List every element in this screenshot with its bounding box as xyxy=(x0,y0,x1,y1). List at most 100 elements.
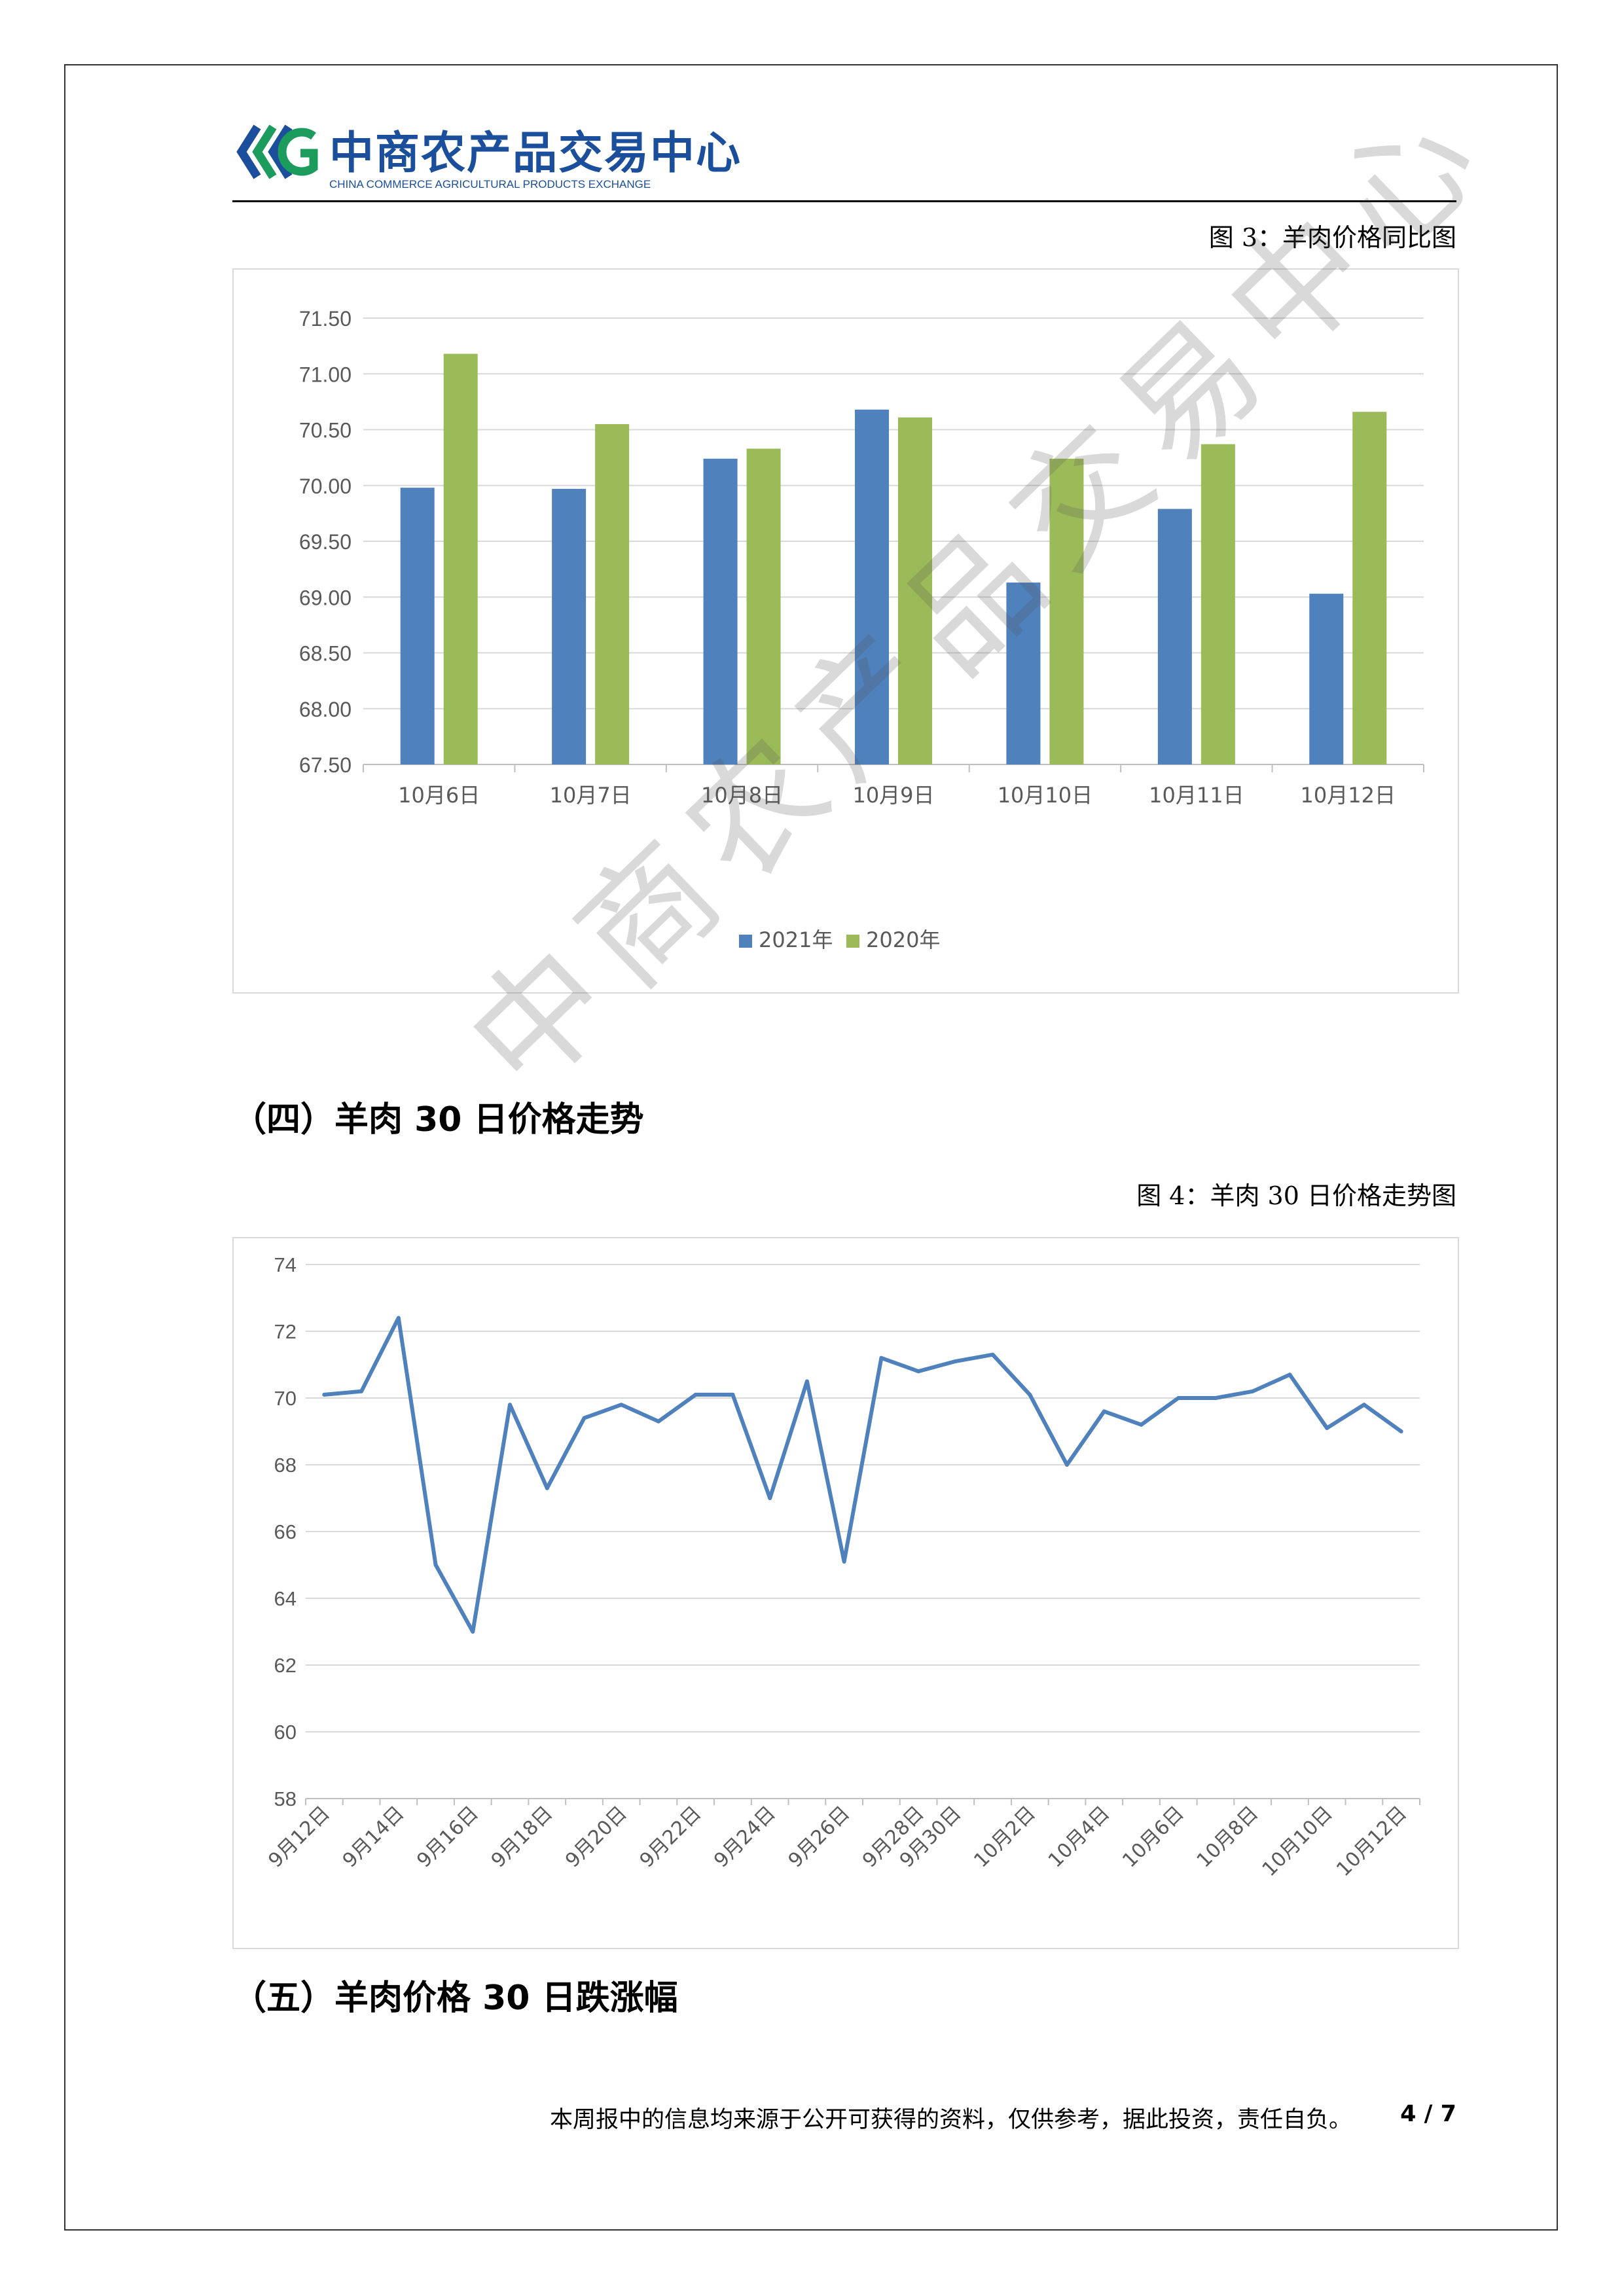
bar-2021年 xyxy=(703,458,738,764)
y-tick-label: 66 xyxy=(274,1520,297,1543)
data-point xyxy=(322,1392,327,1397)
data-point xyxy=(1102,1409,1106,1414)
x-tick-label: 9月18日 xyxy=(487,1802,558,1873)
section5-title: （五）羊肉价格 30 日跌涨幅 xyxy=(232,1979,678,2018)
y-tick-label: 68.00 xyxy=(299,698,352,721)
line-chart: 58 60 62 64 66 68 70 72 74 9月12日 9月14日 9月16日 9月18日 9月… xyxy=(232,1237,1459,1949)
logo-icon xyxy=(236,124,318,179)
legend-label: 2021年 xyxy=(759,927,833,952)
data-point xyxy=(768,1496,772,1500)
logo-text-en: CHINA COMMERCE AGRICULTURAL PRODUCTS EXC… xyxy=(329,178,651,190)
data-point xyxy=(731,1392,735,1397)
bar-2020年 xyxy=(1049,458,1084,764)
bar-2021年 xyxy=(552,488,586,764)
footer-disclaimer: 本周报中的信息均来源于公开可获得的资料，仅供参考，据此投资，责任自负。 xyxy=(549,2107,1352,2133)
data-point xyxy=(359,1389,364,1393)
x-tick-label: 10月2日 xyxy=(969,1802,1040,1873)
y-tick-label: 69.50 xyxy=(299,530,352,554)
bar-2020年 xyxy=(898,417,932,764)
x-tick-label: 9月12日 xyxy=(264,1802,334,1873)
bar-2020年 xyxy=(595,423,630,764)
x-tick-label: 10月10日 xyxy=(1258,1802,1337,1881)
legend-swatch xyxy=(739,935,752,948)
data-point xyxy=(1176,1396,1181,1400)
data-point xyxy=(879,1355,884,1360)
header-rule xyxy=(232,200,1456,202)
x-tick-label: 9月22日 xyxy=(636,1802,706,1873)
data-point xyxy=(656,1419,660,1424)
x-tick-label: 10月12日 xyxy=(1332,1802,1411,1881)
data-point xyxy=(1028,1392,1032,1397)
figure4-caption: 图 4：羊肉 30 日价格走势图 xyxy=(1136,1181,1456,1210)
bar-2021年 xyxy=(1309,594,1344,764)
legend-label: 2020年 xyxy=(866,927,940,952)
x-tick-label: 10月9日 xyxy=(852,783,934,808)
y-tick-label: 70.50 xyxy=(299,419,352,442)
data-point xyxy=(693,1392,698,1397)
x-tick-label: 10月6日 xyxy=(398,783,480,808)
y-tick-label: 70 xyxy=(274,1387,297,1410)
y-tick-label: 68 xyxy=(274,1454,297,1477)
y-tick-label: 64 xyxy=(274,1587,297,1610)
x-tick-label: 9月26日 xyxy=(784,1802,855,1873)
data-point xyxy=(396,1316,401,1320)
y-tick-label: 71.00 xyxy=(299,363,352,386)
x-tick-label: 10月8日 xyxy=(1193,1802,1263,1873)
y-tick-label: 74 xyxy=(274,1253,297,1276)
legend-swatch xyxy=(846,935,859,948)
x-tick-label: 9月16日 xyxy=(412,1802,483,1873)
data-point xyxy=(842,1559,846,1564)
x-tick-label: 10月6日 xyxy=(1118,1802,1189,1873)
logo-text-cn: 中商农产品交易中心 xyxy=(329,128,742,179)
y-tick-label: 67.50 xyxy=(299,753,352,777)
y-tick-label: 71.50 xyxy=(299,307,352,331)
bar-2020年 xyxy=(1352,412,1387,764)
data-point xyxy=(1399,1429,1403,1433)
y-tick-label: 58 xyxy=(274,1787,297,1810)
data-point xyxy=(471,1630,475,1634)
data-point xyxy=(1288,1372,1292,1377)
data-point xyxy=(545,1486,549,1490)
data-point xyxy=(1325,1426,1329,1430)
y-tick-label: 69.00 xyxy=(299,586,352,609)
x-tick-label: 9月20日 xyxy=(561,1802,632,1873)
bar-2021年 xyxy=(400,488,435,764)
bar-2020年 xyxy=(1200,444,1235,764)
page-number: 4 / 7 xyxy=(1400,2101,1456,2127)
x-tick-label: 10月10日 xyxy=(998,783,1092,808)
x-tick-label: 10月11日 xyxy=(1149,783,1244,808)
y-tick-label: 60 xyxy=(274,1721,297,1744)
data-point xyxy=(582,1416,586,1420)
x-tick-label: 9月14日 xyxy=(338,1802,409,1873)
data-point xyxy=(916,1369,921,1374)
logo: 中商农产品交易中心 CHINA COMMERCE AGRICULTURAL PR… xyxy=(232,113,740,198)
data-point xyxy=(1065,1463,1070,1467)
x-tick-label: 9月24日 xyxy=(710,1802,780,1873)
y-tick-label: 72 xyxy=(274,1320,297,1343)
figure3-caption: 图 3：羊肉价格同比图 xyxy=(1208,223,1456,252)
bar-2021年 xyxy=(1006,583,1041,764)
x-tick-label: 10月7日 xyxy=(550,783,632,808)
page-frame xyxy=(64,64,1558,2231)
data-point xyxy=(1139,1422,1144,1427)
bar-chart-svg: 67.50 68.00 68.50 69.00 69.50 70.00 70.50 71.00… xyxy=(299,307,1424,952)
data-point xyxy=(804,1379,809,1384)
series-line xyxy=(322,1316,1403,1634)
y-tick-label: 70.00 xyxy=(299,475,352,498)
y-tick-label: 68.50 xyxy=(299,642,352,666)
data-point xyxy=(1362,1403,1366,1407)
data-point xyxy=(953,1359,958,1363)
section4-title: （四）羊肉 30 日价格走势 xyxy=(232,1100,644,1139)
data-point xyxy=(433,1563,438,1567)
data-point xyxy=(990,1352,995,1357)
x-tick-label: 10月8日 xyxy=(701,783,783,808)
y-tick-label: 62 xyxy=(274,1654,297,1677)
data-point xyxy=(619,1403,624,1407)
bar-2020年 xyxy=(443,353,478,764)
x-tick-label: 10月4日 xyxy=(1044,1802,1115,1873)
bar-chart: 67.50 68.00 68.50 69.00 69.50 70.00 70.50 71.00… xyxy=(232,268,1459,994)
x-tick-label: 10月12日 xyxy=(1301,783,1396,808)
bar-2021年 xyxy=(855,409,889,764)
bar-2020年 xyxy=(746,448,781,764)
